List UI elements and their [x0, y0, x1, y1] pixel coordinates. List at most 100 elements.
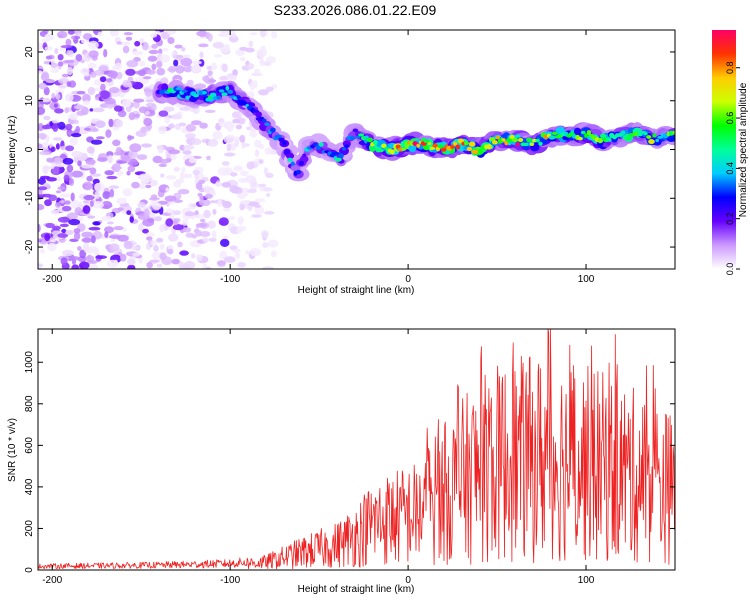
heatmap-noise-cell: [57, 186, 66, 190]
heatmap-noise-cell: [127, 264, 136, 269]
heatmap-noise-cell: [202, 237, 209, 243]
heatmap-noise-cell: [191, 64, 201, 73]
heatmap-noise-cell: [40, 248, 45, 254]
heatmap-ridge-cell: [329, 153, 336, 158]
heatmap-ridge-cell: [342, 147, 346, 151]
heatmap-noise-cell: [65, 229, 74, 236]
heatmap-noise-cell: [77, 246, 82, 251]
heatmap-noise-cell: [196, 254, 203, 262]
spectrogram-y-tick-label: -20: [24, 239, 35, 254]
heatmap-noise-cell: [270, 250, 277, 258]
heatmap-noise-cell: [143, 42, 148, 49]
heatmap-noise-cell: [97, 157, 108, 163]
heatmap-noise-cell: [177, 189, 190, 195]
heatmap-noise-cell: [168, 65, 177, 73]
heatmap-noise-cell: [165, 175, 177, 180]
heatmap-noise-cell: [267, 239, 279, 248]
colorbar-gradient: [712, 30, 736, 269]
heatmap-noise-cell: [204, 109, 216, 113]
heatmap-noise-cell: [225, 134, 235, 139]
heatmap-noise-cell: [177, 56, 182, 62]
heatmap-noise-cell: [38, 203, 45, 211]
heatmap-noise-cell: [127, 135, 135, 140]
heatmap-noise-cell: [105, 129, 112, 138]
heatmap-noise-cell: [158, 163, 167, 167]
heatmap-noise-cell: [246, 62, 255, 70]
heatmap-noise-cell: [45, 222, 55, 229]
heatmap-noise-cell: [160, 173, 165, 178]
snr-x-tick-label: 100: [578, 575, 595, 586]
heatmap-noise-cell: [163, 106, 175, 112]
spectrogram-y-tick-label: 0: [24, 146, 35, 152]
heatmap-ridge-cell: [408, 144, 417, 153]
heatmap-noise-cell: [97, 31, 103, 37]
heatmap-ridge-cell: [523, 142, 529, 146]
heatmap-noise-cell: [195, 229, 202, 237]
heatmap-ridge-cell: [261, 118, 267, 123]
heatmap-noise-cell: [196, 223, 208, 228]
heatmap-ridge-cell: [282, 140, 287, 146]
heatmap-noise-cell: [113, 162, 121, 171]
heatmap-noise-cell: [60, 45, 73, 49]
heatmap-noise-cell: [80, 59, 85, 64]
heatmap-noise-cell: [44, 233, 51, 242]
colorbar-tick-label: 0.8: [725, 61, 735, 74]
heatmap-noise-cell: [76, 110, 86, 116]
heatmap-noise-cell: [150, 194, 158, 200]
heatmap-noise-cell: [206, 155, 211, 161]
heatmap-noise-cell: [82, 181, 93, 191]
heatmap-noise-cell: [94, 191, 101, 199]
heatmap-noise-cell: [73, 105, 86, 110]
heatmap-ridge-cell: [175, 87, 182, 91]
heatmap-noise-cell: [90, 235, 96, 244]
heatmap-noise-cell: [178, 122, 187, 127]
snr-x-label: Height of straight line (km): [298, 584, 415, 595]
heatmap-noise-cell: [180, 57, 193, 67]
heatmap-noise-cell: [211, 230, 217, 239]
heatmap-noise-cell: [245, 143, 250, 147]
heatmap-noise-cell: [249, 32, 258, 36]
heatmap-ridge-cell: [181, 89, 188, 93]
heatmap-noise-cell: [87, 62, 97, 69]
heatmap-noise-cell: [44, 33, 54, 37]
heatmap-noise-cell: [207, 70, 213, 76]
heatmap-noise-cell: [182, 227, 192, 233]
heatmap-noise-cell: [60, 257, 68, 266]
heatmap-noise-cell: [191, 253, 196, 259]
heatmap-noise-cell: [239, 200, 250, 205]
heatmap-ridge-cell: [161, 83, 169, 92]
heatmap-noise-cell: [117, 110, 127, 118]
heatmap-noise-cell: [254, 205, 265, 215]
heatmap-noise-cell: [239, 134, 246, 143]
heatmap-noise-cell: [123, 32, 133, 36]
heatmap-ridge-cell: [378, 148, 384, 153]
heatmap-ridge-cell: [471, 149, 479, 154]
heatmap-noise-cell: [81, 164, 93, 169]
heatmap-ridge-cell: [518, 138, 524, 142]
heatmap-noise-cell: [119, 253, 127, 262]
heatmap-noise-cell: [98, 65, 109, 72]
snr-frame: [37, 328, 676, 571]
heatmap-noise-cell: [253, 68, 261, 76]
heatmap-noise-cell: [42, 166, 55, 170]
heatmap-noise-cell: [90, 71, 97, 78]
heatmap-noise-cell: [61, 205, 72, 212]
heatmap-noise-cell: [179, 250, 189, 256]
heatmap-noise-cell: [237, 261, 246, 268]
heatmap-noise-cell: [107, 221, 114, 225]
heatmap-ridge-cell: [285, 152, 295, 159]
heatmap-noise-cell: [129, 256, 137, 260]
heatmap-noise-cell: [57, 216, 70, 223]
heatmap-ridge-cell: [202, 90, 207, 95]
heatmap-noise-cell: [101, 215, 112, 221]
heatmap-noise-cell: [190, 204, 197, 208]
spectrogram-x-tick-label: -100: [220, 274, 240, 285]
heatmap-ridge-cell: [492, 140, 498, 145]
heatmap-noise-cell: [53, 103, 58, 108]
heatmap-noise-cell: [249, 128, 258, 138]
heatmap-noise-cell: [68, 178, 75, 186]
heatmap-noise-cell: [156, 263, 163, 268]
heatmap-noise-cell: [261, 230, 269, 238]
heatmap-noise-cell: [251, 80, 258, 89]
snr-x-tick-label: -200: [42, 575, 62, 586]
